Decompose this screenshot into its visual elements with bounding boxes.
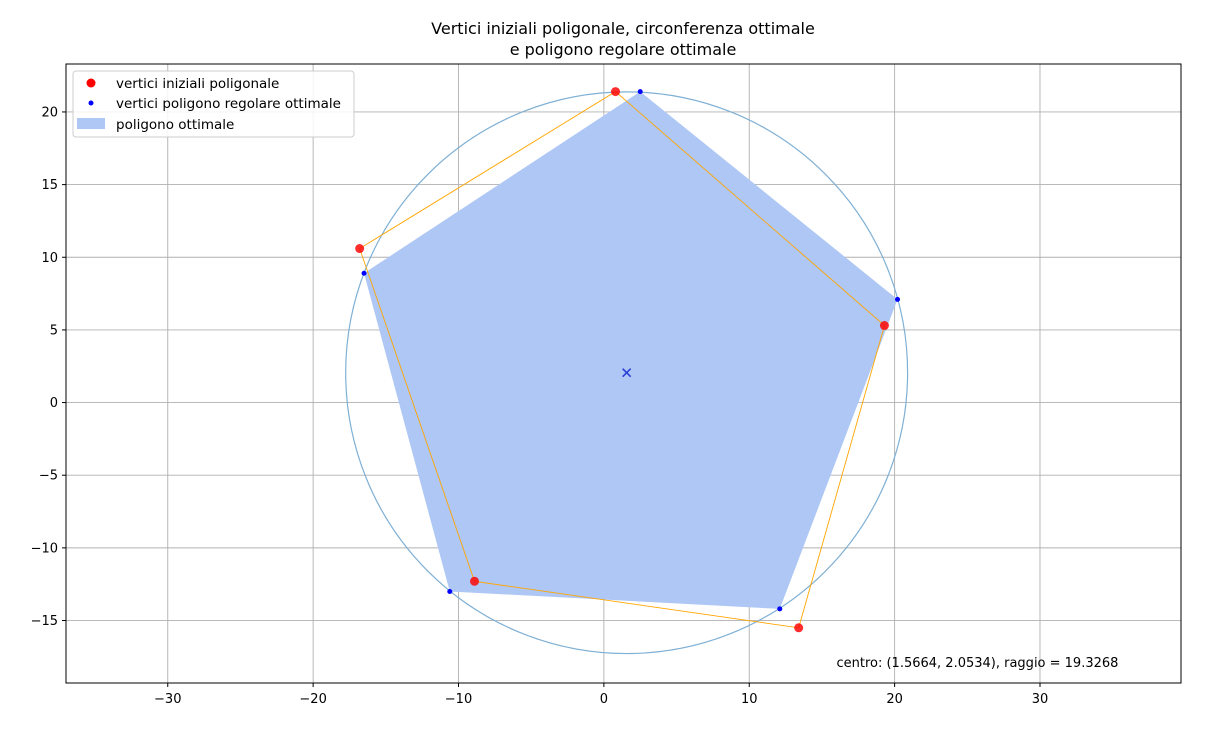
initial-vertex-point [611, 87, 621, 97]
y-tick-label: 0 [50, 396, 58, 411]
x-tick-label: −30 [154, 692, 181, 707]
initial-vertex-point [794, 623, 804, 633]
x-tick-label: 10 [741, 692, 758, 707]
y-tick-label: −10 [31, 541, 58, 556]
y-tick-label: −15 [31, 614, 58, 629]
legend-box [72, 70, 355, 138]
optimal-polygon [364, 91, 898, 609]
regular-vertex-point [447, 588, 453, 594]
initial-vertex-point [355, 244, 365, 254]
x-tick-label: 30 [1032, 692, 1049, 707]
regular-vertex-point [777, 606, 783, 612]
y-tick-label: 20 [41, 105, 58, 120]
legend-label-initial-vertices: vertici iniziali poligonale [116, 76, 279, 92]
center-marker [622, 368, 632, 378]
regular-vertex-point [895, 296, 901, 302]
plot-area [345, 87, 909, 655]
chart-title-line-1: Vertici iniziali poligonale, circonferen… [431, 19, 815, 38]
axis-ticks: −30 −20 −10 0 10 20 30 −15 −10 −5 0 5 10 15 20 [31, 105, 1049, 707]
y-tick-label: 10 [41, 251, 58, 266]
initial-vertex-point [469, 576, 479, 586]
legend-patch-optimal-polygon [77, 118, 105, 129]
y-tick-label: 15 [41, 178, 58, 193]
center-radius-annotation: centro: (1.5664, 2.0534), raggio = 19.32… [836, 656, 1118, 671]
optimal-circle [345, 91, 909, 655]
legend-label-optimal-polygon: poligono ottimale [116, 117, 234, 133]
legend-marker-regular-vertices [88, 100, 94, 106]
regular-vertex-point [361, 270, 367, 276]
axes-frame [65, 63, 1182, 684]
x-tick-label: 0 [600, 692, 608, 707]
legend: vertici iniziali poligonale vertici poli… [72, 70, 355, 138]
initial-polyline [359, 91, 885, 629]
x-tick-label: 20 [886, 692, 903, 707]
legend-label-regular-vertices: vertici poligono regolare ottimale [116, 96, 341, 112]
y-tick-label: −5 [39, 469, 58, 484]
legend-marker-initial-vertices [86, 78, 96, 88]
y-tick-label: 5 [50, 323, 58, 338]
chart-title-line-2: e poligono regolare ottimale [510, 40, 737, 59]
initial-vertex-point [879, 321, 889, 331]
x-tick-label: −20 [299, 692, 326, 707]
regular-vertex-point [637, 89, 643, 95]
x-tick-label: −10 [445, 692, 472, 707]
